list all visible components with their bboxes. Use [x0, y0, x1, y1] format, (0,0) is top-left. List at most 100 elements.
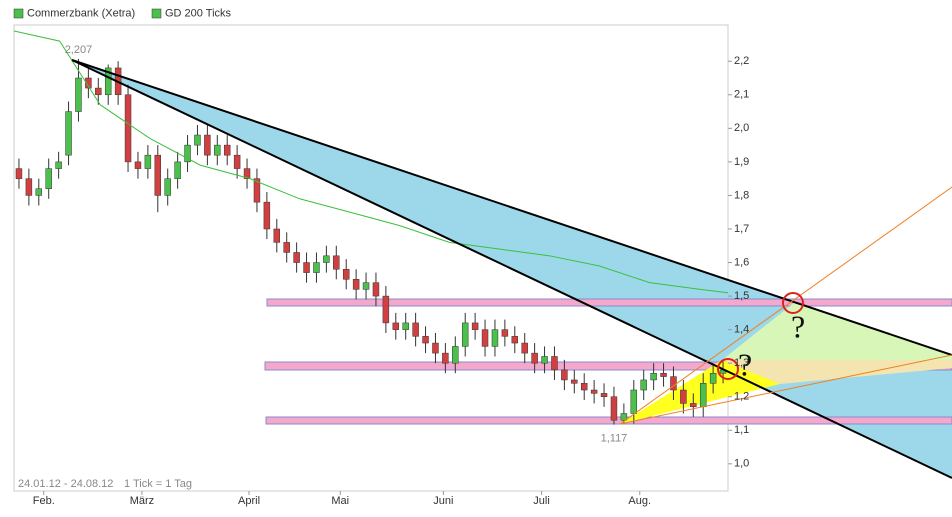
- y-tick-label: 1,8: [734, 189, 749, 201]
- extreme-label: 2,207: [65, 44, 93, 56]
- marker-circle: [782, 292, 804, 314]
- y-tick-label: 2,2: [734, 55, 749, 67]
- candle-body: [154, 154, 162, 196]
- zone-fill: [722, 302, 952, 360]
- candle-body: [233, 154, 241, 169]
- level-band: [266, 298, 952, 307]
- trend-line: [71, 59, 952, 356]
- candle-body: [184, 144, 191, 163]
- candle-body: [392, 322, 400, 330]
- candle-body: [382, 295, 390, 324]
- candle-body: [461, 322, 469, 347]
- candle-body: [600, 393, 608, 397]
- candle-body: [630, 389, 638, 414]
- candle-body: [690, 403, 697, 408]
- candle-body: [452, 346, 459, 364]
- legend-swatch: [13, 8, 24, 19]
- level-band: [265, 416, 952, 425]
- candle-body: [204, 134, 211, 156]
- candle-body: [144, 154, 152, 169]
- candle-body: [323, 255, 330, 263]
- candle-body: [174, 161, 181, 179]
- drawings: ? ?: [71, 59, 952, 479]
- y-tick-label: 1,9: [734, 156, 749, 168]
- x-tick-label: Mai: [331, 495, 349, 507]
- fan-line: [619, 186, 952, 425]
- candle-body: [422, 336, 429, 344]
- candle-body: [55, 161, 62, 169]
- y-tick-label: 1,1: [734, 424, 749, 436]
- candle-body: [610, 396, 618, 421]
- fan-line: [619, 354, 952, 425]
- candle-body: [45, 168, 52, 189]
- candle-body: [481, 329, 489, 347]
- zone-fill: [722, 360, 952, 384]
- candle-body: [501, 329, 509, 337]
- candle-body: [194, 134, 201, 146]
- candle-body: [471, 322, 479, 330]
- candle-body: [75, 77, 82, 112]
- candle-body: [243, 168, 251, 179]
- x-tick-label: Juni: [433, 495, 453, 507]
- candle-body: [442, 352, 449, 364]
- candle-body: [580, 383, 588, 391]
- candle-body: [551, 356, 558, 371]
- candle-body: [352, 279, 360, 290]
- tick-note: 1 Tick = 1 Tag: [124, 478, 192, 490]
- x-tick-label: Feb.: [33, 495, 55, 507]
- candle-body: [164, 178, 171, 196]
- y-tick-label: 1,4: [734, 324, 749, 336]
- candle-body: [95, 87, 102, 96]
- y-tick-label: 2,1: [734, 89, 749, 101]
- x-tick-label: Juli: [533, 495, 550, 507]
- candle-body: [491, 329, 499, 347]
- candle-body: [640, 379, 647, 391]
- trend-line: [71, 59, 952, 479]
- candle-body: [561, 369, 568, 381]
- candle-body: [223, 144, 231, 156]
- y-tick-label: 1,0: [734, 458, 749, 470]
- candle-body: [124, 94, 132, 163]
- candle-body: [313, 262, 320, 273]
- candle-body: [65, 111, 72, 156]
- candle-body: [620, 413, 628, 421]
- question-mark: ?: [738, 346, 752, 382]
- y-tick-label: 2,0: [734, 122, 749, 134]
- candle-body: [15, 168, 23, 179]
- extreme-label: 1,117: [601, 432, 628, 444]
- candle-body: [303, 262, 310, 273]
- x-tick-label: März: [130, 495, 154, 507]
- y-tick-label: 1,6: [734, 256, 749, 268]
- candle-body: [650, 372, 657, 381]
- candle-body: [660, 372, 667, 377]
- candle-body: [412, 322, 419, 337]
- legend-label: Commerzbank (Xetra): [27, 7, 135, 19]
- candle-body: [521, 342, 528, 354]
- level-band: [264, 361, 952, 371]
- x-tick-label: April: [238, 495, 260, 507]
- candle-body: [35, 188, 43, 196]
- candle-body: [333, 255, 340, 270]
- candle-body: [670, 376, 677, 391]
- candle-body: [104, 67, 112, 96]
- moving-average: [13, 30, 729, 294]
- candle-body: [372, 282, 380, 297]
- candle-body: [283, 242, 290, 253]
- candle-body: [699, 383, 707, 408]
- candle-body: [402, 322, 409, 330]
- y-tick-label: 1,2: [734, 391, 749, 403]
- candle-body: [362, 282, 370, 290]
- candle-body: [134, 161, 142, 169]
- candle-body: [531, 352, 538, 364]
- candle-body: [571, 379, 578, 384]
- candle-body: [432, 342, 439, 354]
- candle-body: [214, 144, 221, 156]
- legend-label: GD 200 Ticks: [165, 7, 232, 19]
- y-tick-label: 1,3: [734, 357, 749, 369]
- candle-body: [342, 268, 350, 280]
- candle-body: [85, 77, 92, 89]
- candle-body: [590, 389, 598, 394]
- candle-body: [680, 389, 687, 404]
- candle-body: [25, 178, 33, 196]
